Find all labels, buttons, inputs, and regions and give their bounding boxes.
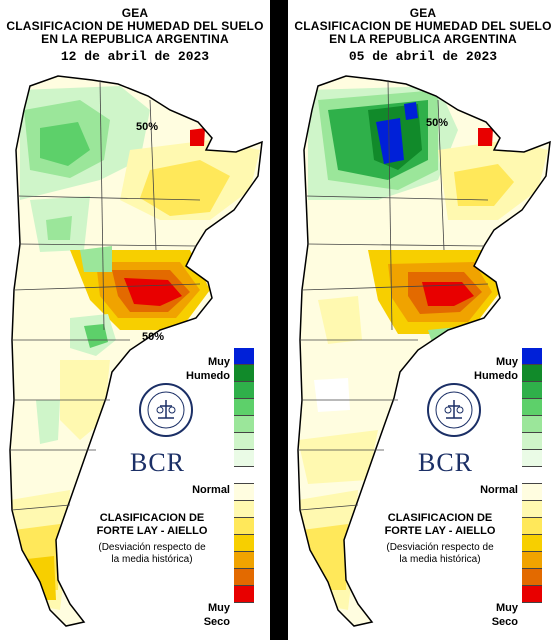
legend-swatch — [234, 348, 254, 365]
legend-swatch — [234, 416, 254, 433]
classification-line2: FORTE LAY - AIELLO — [96, 525, 208, 537]
bcr-seal-icon — [139, 383, 193, 437]
argentina-map-right: 50% — [297, 75, 551, 627]
legend-swatch — [522, 467, 542, 484]
legend-swatch — [234, 484, 254, 501]
legend-swatch — [522, 382, 542, 399]
legend-swatch — [522, 586, 542, 603]
deviation-line1: (Desviación respecto de — [98, 542, 206, 553]
map-title-line2: CLASIFICACION DE HUMEDAD DEL SUELO — [294, 19, 552, 33]
argentina-map-left: 50% 50% — [9, 75, 263, 627]
bcr-seal-icon — [427, 383, 481, 437]
classification-line1: CLASIFICACION DE — [387, 512, 493, 524]
map-title-line2: CLASIFICACION DE HUMEDAD DEL SUELO — [6, 19, 264, 33]
legend-swatch — [234, 467, 254, 484]
map-title-line3: EN LA REPUBLICA ARGENTINA — [41, 32, 229, 46]
classification-text: CLASIFICACION DE FORTE LAY - AIELLO — [86, 512, 218, 538]
legend-swatch — [522, 348, 542, 365]
map-date: 05 de abril de 2023 — [348, 49, 498, 64]
classification-line2: FORTE LAY - AIELLO — [384, 525, 496, 537]
bcr-logo-text: BCR — [130, 448, 186, 477]
bcr-logo-text: BCR — [418, 448, 474, 477]
deviation-text: (Desviación respecto de la media históri… — [370, 542, 510, 566]
map-panel-left: 50% 50% GEA CLASIFICACION DE HUMEDAD DEL… — [0, 0, 270, 640]
classification-line1: CLASIFICACION DE — [99, 512, 205, 524]
legend-swatch — [234, 518, 254, 535]
legend-swatch — [234, 569, 254, 586]
color-legend — [234, 348, 254, 603]
legend-swatch — [234, 501, 254, 518]
legend-top-label-2: Humedo — [186, 370, 230, 382]
legend-swatch — [522, 501, 542, 518]
map-date: 12 de abril de 2023 — [60, 49, 210, 64]
legend-swatch — [522, 535, 542, 552]
legend-bottom-label-2: Seco — [491, 616, 518, 628]
legend-bottom-label-1: Muy — [208, 602, 230, 614]
contour-label: 50% — [136, 121, 158, 133]
contour-label: 50% — [426, 117, 448, 129]
legend-middle-label: Normal — [192, 484, 230, 496]
legend-swatch — [234, 450, 254, 467]
deviation-line2: la media histórica) — [399, 554, 481, 565]
legend-swatch — [234, 552, 254, 569]
legend-swatch — [234, 365, 254, 382]
legend-swatch — [522, 433, 542, 450]
deviation-text: (Desviación respecto de la media históri… — [82, 542, 222, 566]
deviation-line2: la media histórica) — [111, 554, 193, 565]
legend-swatch — [234, 586, 254, 603]
legend-swatch — [522, 569, 542, 586]
legend-swatch — [234, 382, 254, 399]
legend-swatch — [522, 416, 542, 433]
legend-swatch — [522, 450, 542, 467]
legend-swatch — [234, 433, 254, 450]
legend-top-label-1: Muy — [208, 356, 230, 368]
legend-swatch — [522, 518, 542, 535]
legend-swatch — [522, 365, 542, 382]
legend-swatch — [234, 399, 254, 416]
legend-top-label-1: Muy — [496, 356, 518, 368]
legend-swatch — [234, 535, 254, 552]
legend-top-label-2: Humedo — [474, 370, 518, 382]
legend-swatch — [522, 552, 542, 569]
map-title-line1: GEA — [409, 6, 437, 20]
legend-bottom-label-1: Muy — [496, 602, 518, 614]
map-panel-right: 50% GEA CLASIFICACION DE HUMEDAD DEL SUE… — [288, 0, 558, 640]
contour-label: 50% — [142, 331, 164, 343]
deviation-line1: (Desviación respecto de — [386, 542, 494, 553]
legend-middle-label: Normal — [480, 484, 518, 496]
map-title-line3: EN LA REPUBLICA ARGENTINA — [329, 32, 517, 46]
legend-bottom-label-2: Seco — [203, 616, 230, 628]
legend-swatch — [522, 484, 542, 501]
legend-swatch — [522, 399, 542, 416]
map-title-line1: GEA — [121, 6, 149, 20]
color-legend — [522, 348, 542, 603]
classification-text: CLASIFICACION DE FORTE LAY - AIELLO — [374, 512, 506, 538]
